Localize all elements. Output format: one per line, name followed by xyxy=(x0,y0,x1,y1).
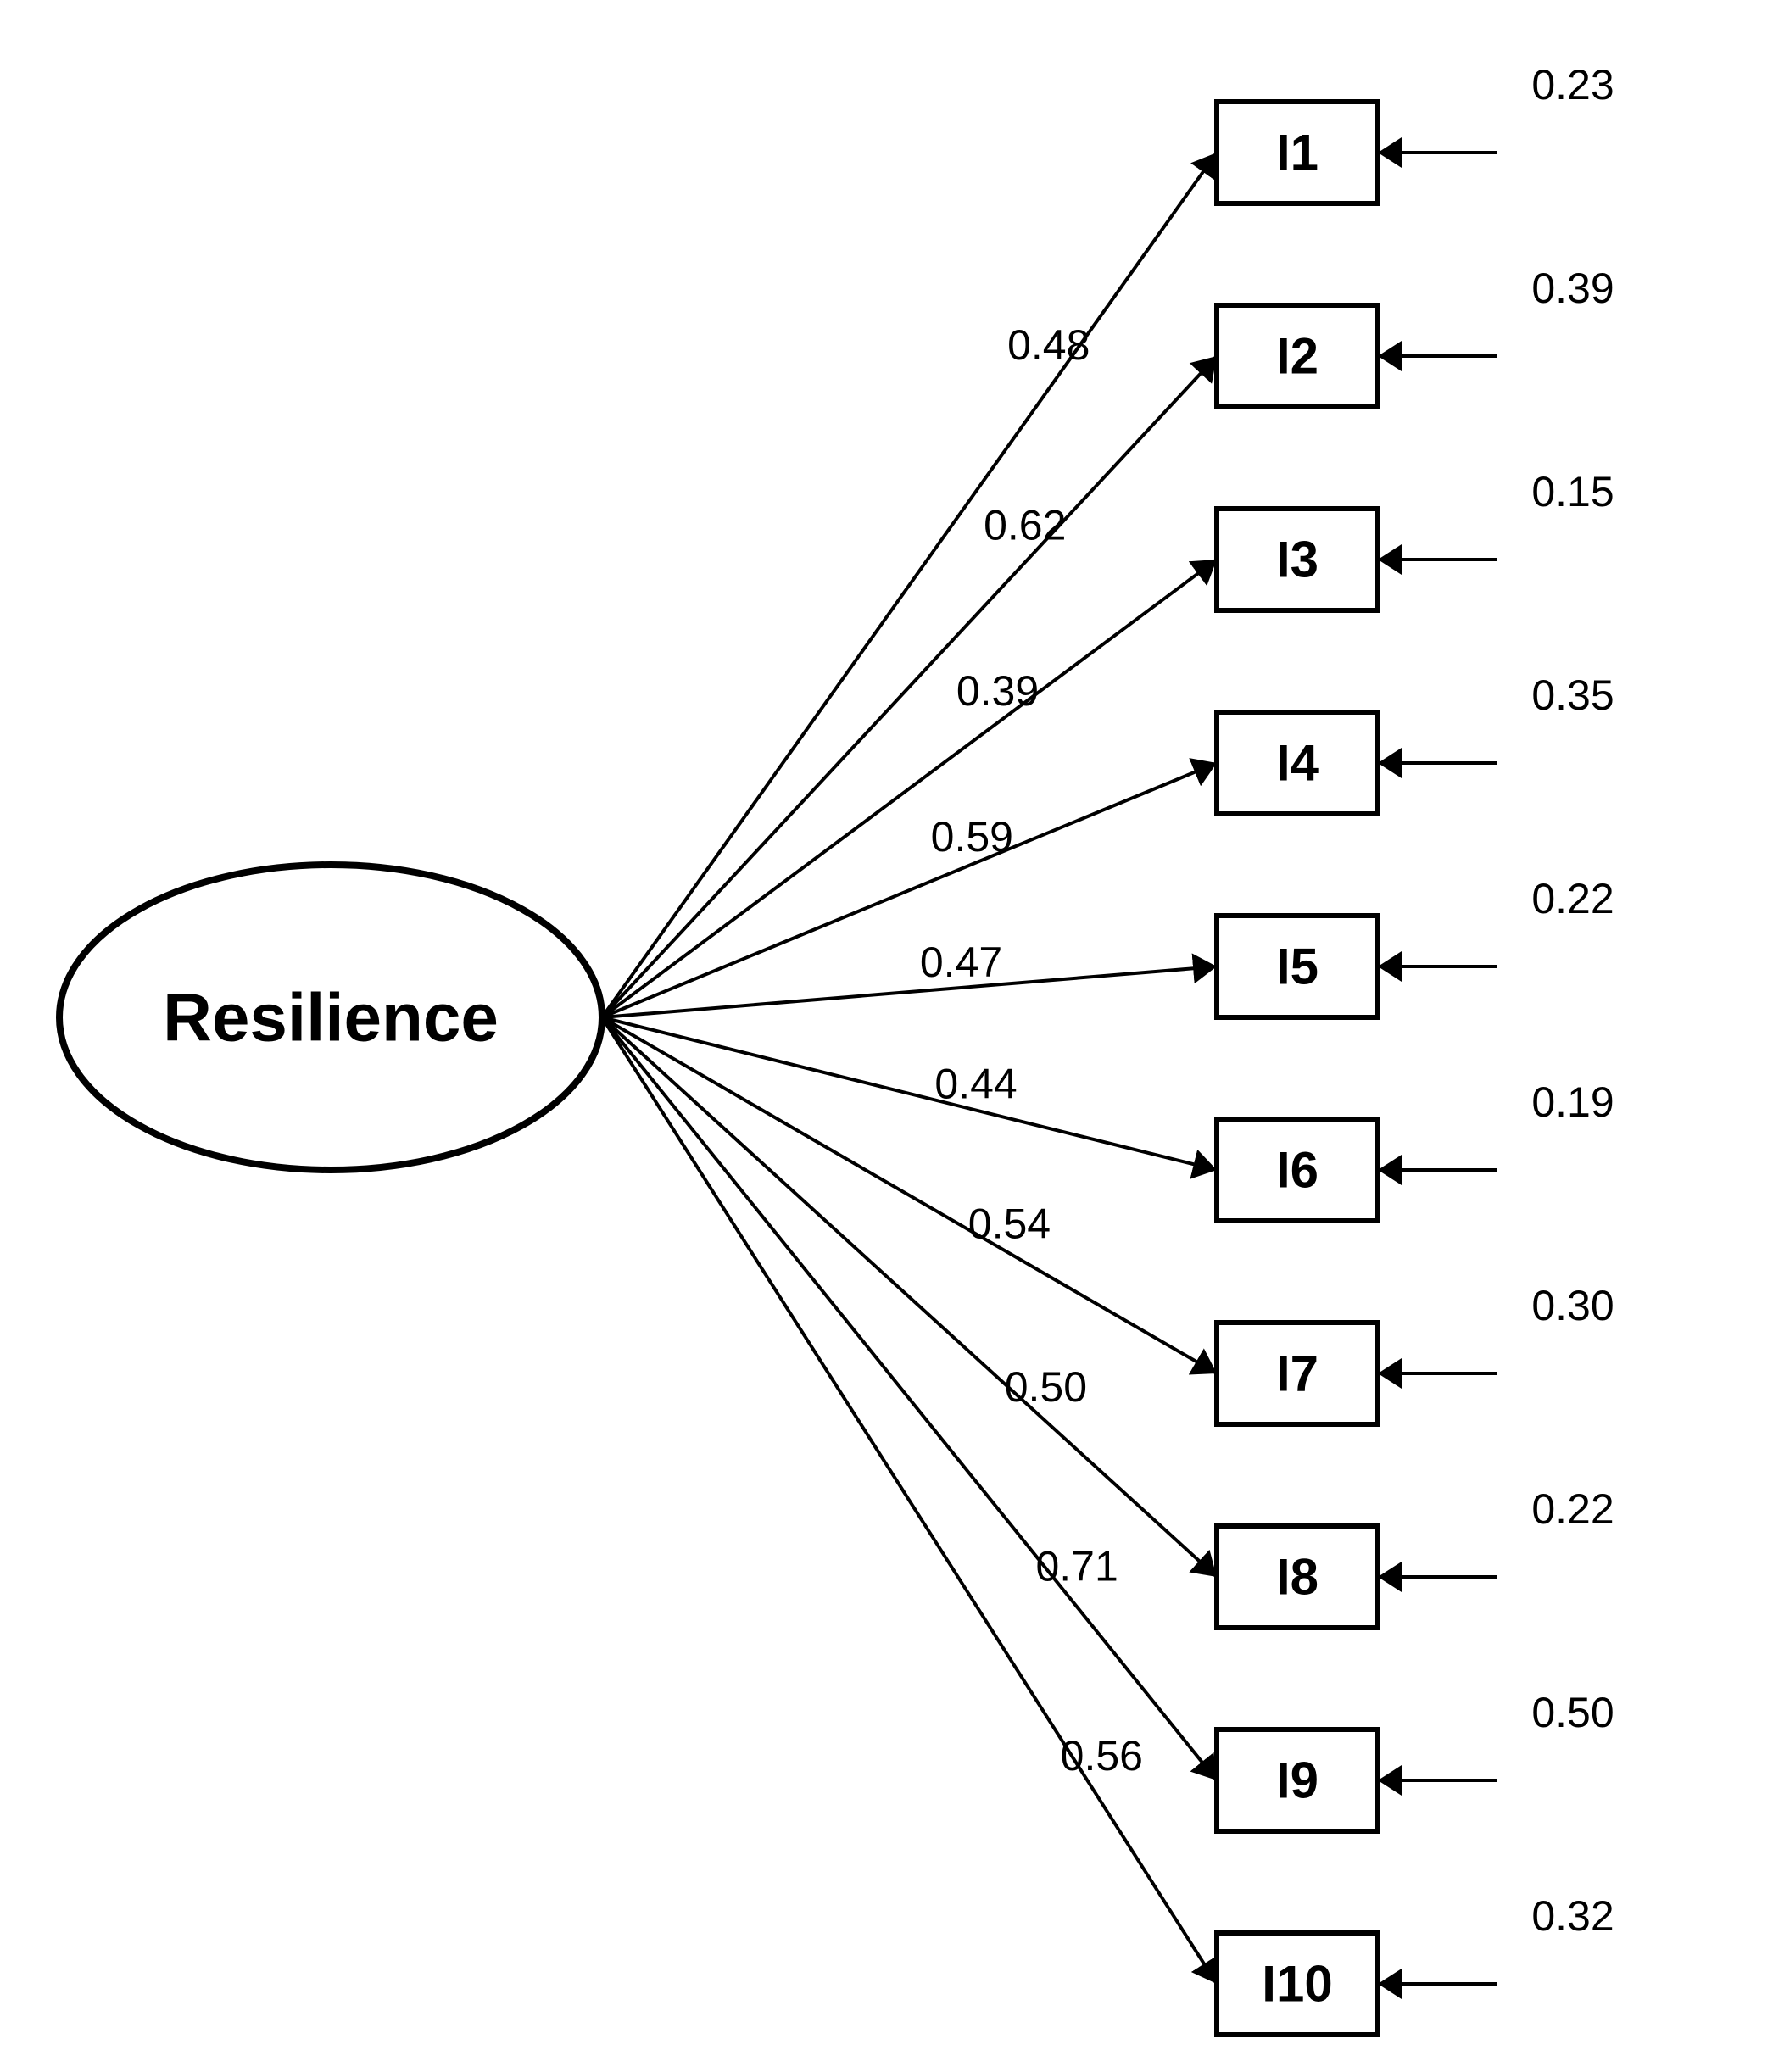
indicator-label-7: I7 xyxy=(1276,1345,1319,1402)
error-label-2: 0.39 xyxy=(1531,265,1614,312)
loading-label-7: 0.54 xyxy=(968,1200,1051,1248)
indicator-label-10: I10 xyxy=(1262,1956,1332,2013)
loading-label-9: 0.71 xyxy=(1035,1543,1118,1590)
error-label-3: 0.15 xyxy=(1531,468,1614,515)
error-label-8: 0.22 xyxy=(1531,1485,1614,1533)
indicator-label-9: I9 xyxy=(1276,1752,1319,1809)
loading-label-1: 0.48 xyxy=(1007,321,1090,369)
indicator-label-8: I8 xyxy=(1276,1549,1319,1606)
error-label-10: 0.32 xyxy=(1531,1892,1614,1940)
loading-label-5: 0.47 xyxy=(920,939,1002,986)
loading-label-3: 0.39 xyxy=(956,667,1039,715)
loading-label-8: 0.50 xyxy=(1005,1363,1087,1411)
loading-label-4: 0.59 xyxy=(931,813,1013,861)
loading-label-10: 0.56 xyxy=(1061,1732,1143,1780)
sem-path-diagram: Resilience 0.48 I1 0.23 0.62 I2 0.39 0.39 I3 0.15… xyxy=(0,0,1773,2072)
indicator-label-1: I1 xyxy=(1276,125,1319,181)
error-label-1: 0.23 xyxy=(1531,61,1614,109)
error-label-6: 0.19 xyxy=(1531,1078,1614,1126)
loading-label-2: 0.62 xyxy=(984,501,1066,549)
loading-label-6: 0.44 xyxy=(934,1061,1017,1108)
error-label-9: 0.50 xyxy=(1531,1689,1614,1736)
error-label-5: 0.22 xyxy=(1531,875,1614,922)
indicator-label-3: I3 xyxy=(1276,532,1319,588)
indicator-label-6: I6 xyxy=(1276,1142,1319,1199)
latent-factor-label: Resilience xyxy=(163,980,499,1055)
error-label-4: 0.35 xyxy=(1531,671,1614,719)
indicator-label-5: I5 xyxy=(1276,939,1319,995)
indicator-label-4: I4 xyxy=(1276,735,1319,792)
error-label-7: 0.30 xyxy=(1531,1282,1614,1329)
indicator-label-2: I2 xyxy=(1276,328,1319,385)
